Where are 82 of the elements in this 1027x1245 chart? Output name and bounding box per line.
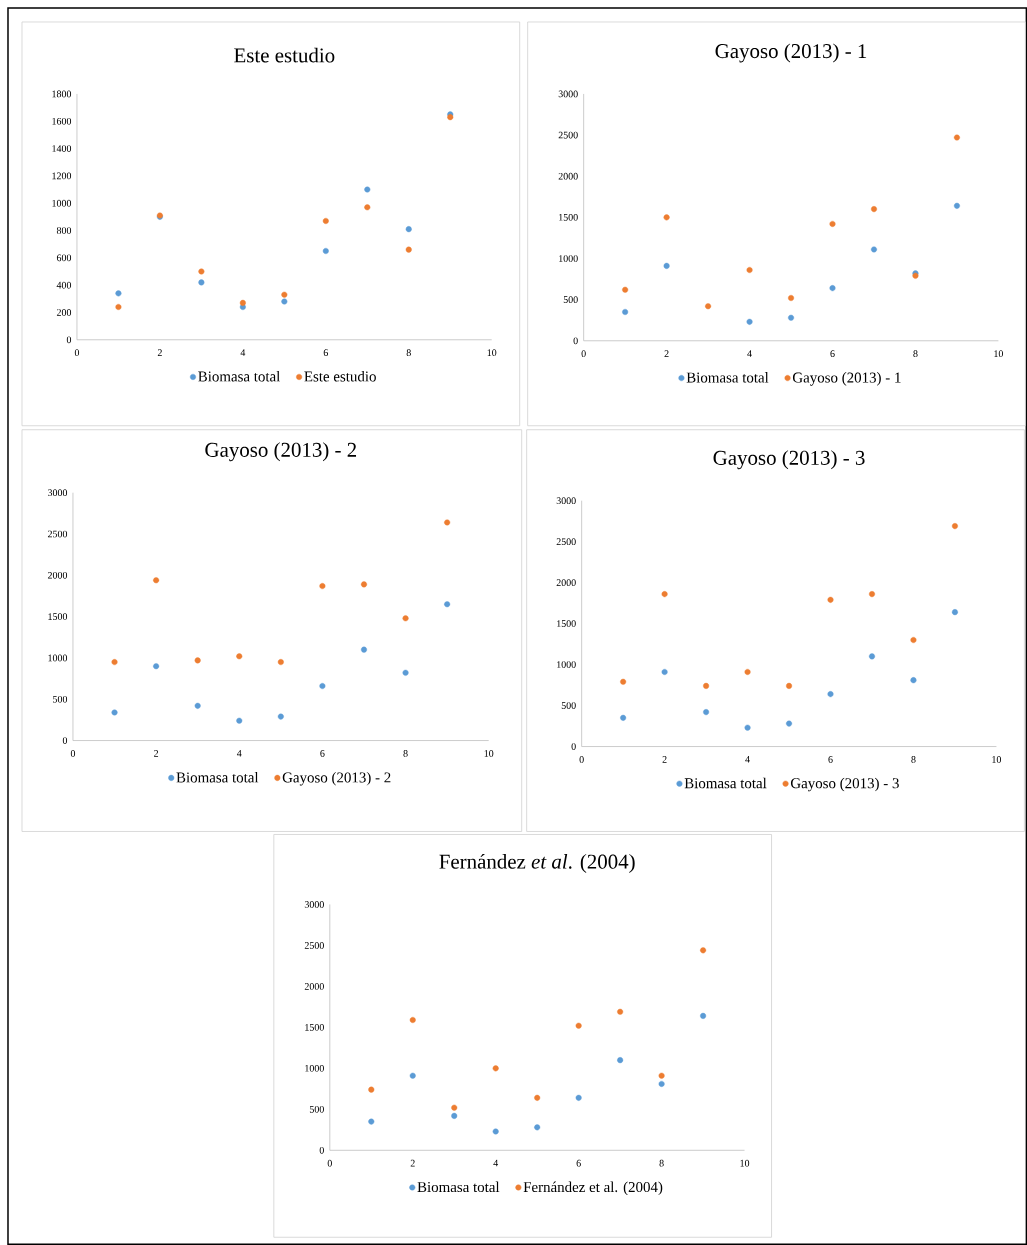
y-tick-label: 400 (56, 281, 71, 289)
y-tick-label: 500 (309, 1105, 324, 1113)
x-tick-label: 6 (830, 350, 835, 357)
y-tick-label: 1000 (558, 255, 578, 262)
x-tick-label: 2 (153, 750, 158, 757)
x-tick-label: 2 (664, 350, 669, 357)
y-tick-label: 1500 (558, 213, 578, 221)
y-tick-label: 500 (561, 702, 576, 709)
x-tick-label: 4 (747, 350, 752, 357)
x-tick-label: 2 (410, 1159, 415, 1167)
y-tick-label: 600 (56, 254, 71, 262)
y-tick-label: 1200 (52, 172, 71, 180)
y-tick-label: 800 (56, 227, 71, 234)
x-tick-label: 8 (659, 1159, 664, 1167)
y-tick-label: 1600 (52, 117, 71, 125)
y-tick-label: 2500 (558, 131, 578, 139)
x-tick-label: 10 (740, 1159, 749, 1167)
y-tick-label: 2000 (304, 983, 324, 990)
x-tick-label: 0 (579, 756, 584, 763)
chart-title: Gayoso (2013) - 2 (205, 442, 356, 462)
y-tick-label: 1000 (556, 661, 576, 668)
y-tick-label: 2000 (47, 571, 67, 579)
x-tick-label: 0 (74, 349, 79, 357)
x-tick-label: 8 (911, 756, 916, 763)
x-tick-label: 4 (745, 756, 750, 763)
x-tick-label: 2 (157, 349, 162, 356)
y-tick-label: 1800 (52, 90, 71, 98)
y-tick-label: 0 (573, 337, 578, 345)
x-tick-label: 8 (406, 349, 411, 357)
x-tick-label: 2 (662, 756, 667, 763)
y-tick-label: 1500 (305, 1024, 324, 1031)
y-tick-label: 500 (52, 695, 67, 703)
y-tick-label: 1500 (556, 620, 576, 627)
x-tick-label: 10 (992, 756, 1001, 763)
y-tick-label: 0 (62, 737, 67, 744)
legend-label: Gayoso (2013) - 1 (792, 372, 901, 386)
x-tick-label: 6 (320, 750, 325, 757)
legend-label: Gayoso (2013) - 3 (790, 777, 899, 792)
x-tick-label: 4 (240, 349, 246, 356)
x-tick-label: 8 (913, 350, 918, 358)
legend-label: Fernández et al. (2004) (523, 1181, 663, 1196)
legend-label: Biomasa total (417, 1181, 500, 1193)
y-tick-label: 0 (66, 336, 71, 344)
y-tick-label: 2000 (556, 579, 576, 586)
y-tick-label: 500 (563, 296, 578, 303)
chart-title: Gayoso (2013) - 1 (715, 43, 866, 63)
x-tick-label: 10 (484, 750, 494, 757)
chart-title: Gayoso (2013) - 3 (713, 450, 865, 470)
legend-label: Biomasa total (684, 777, 767, 789)
y-tick-label: 1000 (48, 654, 67, 662)
chart-title: Este estudio (233, 47, 335, 63)
y-tick-label: 1400 (52, 145, 71, 152)
y-tick-label: 2500 (304, 942, 324, 949)
y-tick-label: 0 (319, 1146, 324, 1154)
y-tick-label: 200 (56, 309, 71, 316)
y-tick-label: 2500 (47, 530, 67, 538)
y-tick-label: 3000 (304, 901, 324, 908)
x-tick-label: 0 (581, 350, 586, 358)
y-tick-label: 1000 (305, 1064, 324, 1072)
y-tick-label: 3000 (558, 90, 578, 98)
x-tick-label: 0 (327, 1159, 332, 1167)
legend-label: Gayoso (2013) - 2 (282, 772, 391, 786)
legend-label: Biomasa total (176, 772, 259, 783)
y-tick-label: 0 (571, 743, 576, 750)
y-tick-label: 1500 (48, 613, 67, 620)
y-tick-label: 3000 (556, 497, 576, 505)
x-tick-label: 6 (323, 349, 328, 356)
x-tick-label: 6 (828, 756, 833, 763)
y-tick-label: 3000 (47, 489, 67, 497)
chart-title: Fernández et al. (2004) (439, 853, 635, 873)
x-tick-label: 4 (493, 1159, 498, 1167)
x-tick-label: 6 (576, 1159, 581, 1167)
x-tick-label: 10 (487, 349, 497, 357)
legend-label: Biomasa total (198, 371, 280, 382)
y-tick-label: 2000 (558, 172, 578, 180)
x-tick-label: 10 (994, 350, 1003, 358)
y-tick-label: 1000 (52, 199, 71, 207)
legend-label: Biomasa total (686, 372, 769, 383)
x-tick-label: 4 (236, 750, 242, 757)
y-tick-label: 2500 (556, 538, 576, 546)
legend-label: Este estudio (304, 371, 376, 382)
x-tick-label: 8 (403, 750, 408, 757)
